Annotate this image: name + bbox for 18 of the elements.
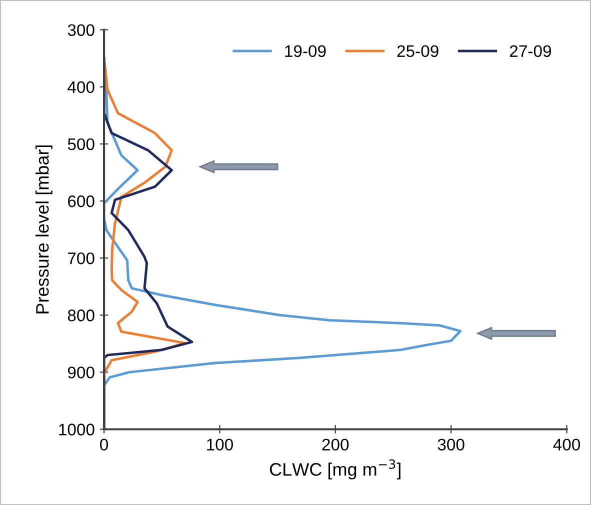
y-tick-label: 700 bbox=[68, 252, 94, 264]
x-tick-label: 400 bbox=[553, 438, 580, 451]
x-tick-label: 0 bbox=[100, 438, 108, 451]
y-tick-label: 800 bbox=[68, 310, 94, 322]
x-tick-label: 200 bbox=[322, 438, 349, 451]
x-tick-label: 300 bbox=[438, 438, 464, 451]
y-tick-label: 400 bbox=[68, 81, 94, 94]
legend-label: 19-09 bbox=[285, 45, 326, 58]
y-tick-label: 1000 bbox=[59, 424, 94, 436]
x-axis-title: CLWC [mg m$^{−3}$] bbox=[270, 459, 400, 480]
y-tick-label: 300 bbox=[68, 24, 94, 36]
y-tick-label: 900 bbox=[68, 366, 94, 378]
y-tick-label: 500 bbox=[68, 138, 94, 150]
y-axis-title: Pressure level [mbar] bbox=[36, 146, 52, 314]
legend-label: 27-09 bbox=[510, 45, 551, 58]
y-tick-label: 600 bbox=[68, 195, 94, 208]
x-tick-label: 100 bbox=[207, 438, 233, 451]
legend-label: 25-09 bbox=[397, 45, 438, 58]
